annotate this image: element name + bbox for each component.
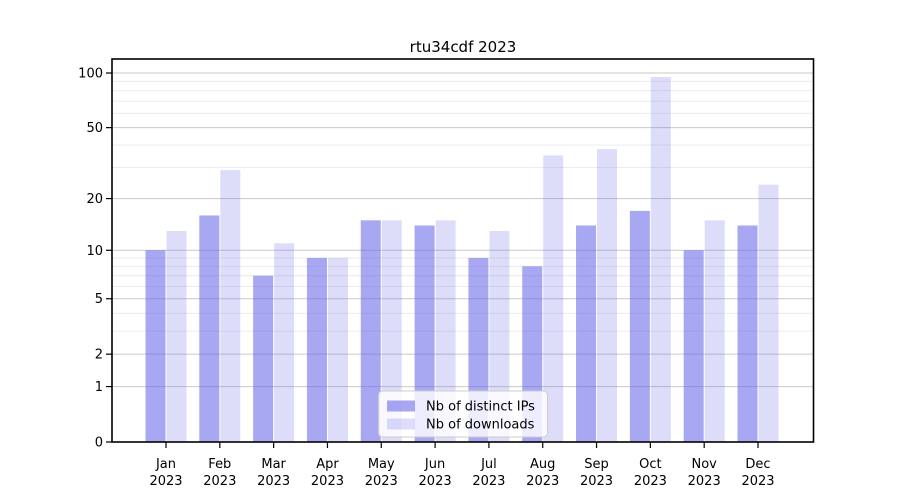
x-tick-label-year-mar: 2023 (257, 474, 290, 489)
bar-downloads-may (381, 220, 402, 442)
x-tick-label-month-apr: Apr (316, 457, 339, 472)
bar-downloads-jun (435, 220, 456, 442)
x-tick-label-year-oct: 2023 (634, 474, 667, 489)
x-tick-label-month-sep: Sep (584, 457, 609, 472)
x-tick-label-year-may: 2023 (365, 474, 398, 489)
bar-distinct-ips-oct (629, 210, 650, 442)
grid-minor-layer (112, 80, 814, 332)
bar-distinct-ips-apr (306, 257, 327, 442)
x-tick-label-month-nov: Nov (691, 457, 717, 472)
legend-label-distinct-ips: Nb of distinct IPs (426, 400, 535, 415)
bar-distinct-ips-feb (199, 215, 220, 442)
legend: Nb of distinct IPs Nb of downloads (378, 390, 548, 438)
legend-label-downloads: Nb of downloads (426, 418, 535, 433)
y-tick-label-2: 2 (95, 348, 103, 363)
labels-layer: 0 1 2 5 10 20 50 100 Jan 2023 Feb 2023 Mar 2023 Apr 202… (78, 67, 774, 490)
legend-swatch-downloads (387, 418, 415, 430)
bar-distinct-ips-sep (576, 225, 597, 442)
x-tick-label-year-aug: 2023 (526, 474, 559, 489)
bar-distinct-ips-nov (683, 250, 704, 442)
chart-title: rtu34cdf 2023 (410, 38, 517, 56)
bar-distinct-ips-jan (145, 250, 166, 442)
bar-downloads-jul (489, 230, 510, 442)
x-tick-label-year-nov: 2023 (688, 474, 721, 489)
x-tick-label-month-jan: Jan (155, 457, 176, 472)
y-tick-label-20: 20 (86, 192, 103, 207)
bar-downloads-apr (327, 257, 348, 442)
legend-box (378, 390, 548, 438)
bar-downloads-aug (543, 155, 564, 442)
y-tick-label-0: 0 (95, 436, 103, 451)
x-tick-label-month-oct: Oct (639, 457, 661, 472)
bar-distinct-ips-may (360, 220, 381, 442)
bars-layer (145, 77, 779, 442)
x-tick-label-month-may: May (368, 457, 395, 472)
x-tick-label-month-mar: Mar (261, 457, 286, 472)
x-tick-label-year-dec: 2023 (741, 474, 774, 489)
y-tick-label-1: 1 (95, 380, 103, 395)
x-tick-label-year-apr: 2023 (311, 474, 344, 489)
x-tick-label-year-jan: 2023 (149, 474, 182, 489)
bar-distinct-ips-dec (737, 225, 758, 442)
bar-downloads-oct (650, 77, 671, 442)
x-tick-label-year-feb: 2023 (203, 474, 236, 489)
bar-distinct-ips-mar (253, 275, 274, 442)
bar-downloads-jan (166, 230, 187, 442)
legend-swatch-distinct-ips (387, 400, 415, 412)
bar-distinct-ips-jun (414, 225, 435, 442)
x-tick-label-year-sep: 2023 (580, 474, 613, 489)
y-tick-label-10: 10 (86, 244, 103, 259)
y-tick-label-50: 50 (86, 121, 103, 136)
axes-layer (106, 58, 815, 448)
x-tick-label-month-jul: Jul (480, 457, 497, 472)
x-tick-label-year-jul: 2023 (472, 474, 505, 489)
x-tick-label-year-jun: 2023 (419, 474, 452, 489)
bar-downloads-feb (220, 170, 241, 442)
y-tick-label-100: 100 (78, 67, 103, 82)
x-tick-label-month-aug: Aug (530, 457, 555, 472)
x-tick-label-month-dec: Dec (745, 457, 770, 472)
x-tick-label-month-jun: Jun (424, 457, 445, 472)
bar-downloads-mar (274, 243, 295, 442)
x-tick-label-month-feb: Feb (208, 457, 231, 472)
bar-downloads-nov (704, 220, 725, 442)
bar-downloads-sep (597, 149, 618, 442)
bar-downloads-dec (758, 184, 779, 442)
y-tick-label-5: 5 (95, 292, 103, 307)
